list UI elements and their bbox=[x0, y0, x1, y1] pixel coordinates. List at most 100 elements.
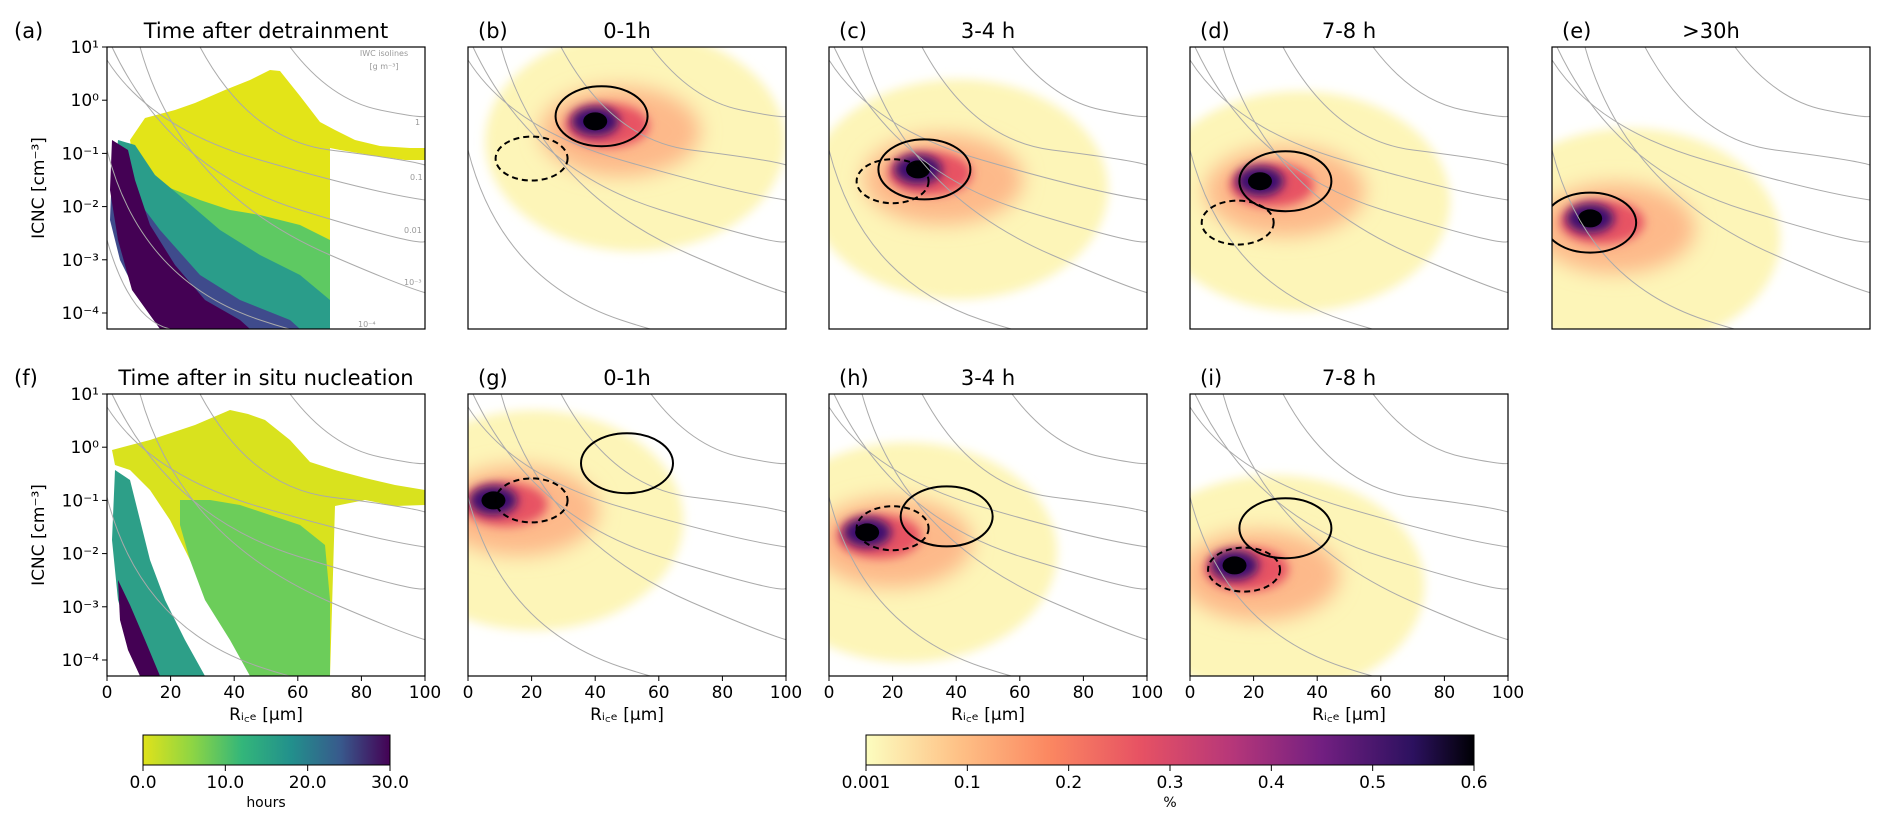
contour-solid bbox=[877, 138, 972, 201]
panel-title-h: 3-4 h bbox=[961, 366, 1015, 390]
panel-title-e: >30h bbox=[1682, 19, 1740, 43]
x-tick-label: 40 bbox=[945, 683, 967, 703]
x-tick-label: 100 bbox=[770, 683, 802, 703]
iwc-isoline bbox=[921, 47, 1147, 166]
iwc-isoline bbox=[1190, 496, 1508, 676]
iwc-isoline bbox=[1644, 47, 1870, 166]
iwc-isoline bbox=[650, 47, 786, 118]
y-tick-label: 10⁻¹ bbox=[62, 144, 99, 164]
percent-colorbar-ticks: 0.001 0.1 0.2 0.3 0.4 0.5 0.6 bbox=[842, 765, 1488, 793]
contour-solid bbox=[1238, 150, 1333, 213]
svg-text:[g m⁻³]: [g m⁻³] bbox=[369, 62, 398, 71]
panel-label-i: (i) bbox=[1200, 366, 1222, 390]
hours-colorbar-gradient bbox=[142, 734, 391, 766]
hours-tick-label: 20.0 bbox=[289, 773, 327, 793]
isoline-label-0.1: 0.1 bbox=[410, 173, 423, 182]
iwc-isoline bbox=[1282, 47, 1508, 166]
x-tick-label: 0 bbox=[1185, 683, 1196, 703]
iwc-isoline bbox=[1372, 47, 1508, 118]
x-tick-label: 20 bbox=[160, 683, 182, 703]
y-tick-label: 10⁻² bbox=[62, 198, 99, 218]
panel-title-i: 7-8 h bbox=[1322, 366, 1376, 390]
contour-dashed bbox=[1200, 199, 1275, 246]
iwc-isoline bbox=[861, 47, 1147, 294]
x-tick-label: 80 bbox=[1073, 683, 1095, 703]
x-tick-label: 80 bbox=[351, 683, 373, 703]
panel-label-a: (a) bbox=[14, 19, 43, 43]
iwc-isoline bbox=[1282, 394, 1508, 513]
iwc-isoline bbox=[1372, 394, 1508, 465]
x-tick-label: 100 bbox=[1131, 683, 1163, 703]
heatmap-h bbox=[829, 394, 1147, 676]
isoline-legend: IWC isolines [g m⁻³] 1 0.1 0.01 10⁻³ 10⁻… bbox=[358, 49, 423, 329]
iwc-isoline bbox=[1194, 394, 1508, 590]
percent-tick-label: 0.001 bbox=[842, 773, 891, 793]
isoline-label-1e-4: 10⁻⁴ bbox=[358, 320, 376, 329]
hours-colorbar-ticks: 0.0 10.0 20.0 30.0 bbox=[129, 765, 409, 793]
iwc-isoline bbox=[560, 394, 786, 513]
density-max bbox=[1247, 172, 1272, 191]
heatmap-e bbox=[1552, 47, 1870, 329]
y-tick-label: 10⁻³ bbox=[62, 251, 99, 271]
heatmap-a-purple-region bbox=[110, 140, 250, 329]
panel-g-frame bbox=[467, 393, 787, 677]
heatmap-f bbox=[112, 410, 425, 676]
iwc-isoline bbox=[829, 59, 1147, 201]
panel-h: (h) 3-4 h 0 20 40 60 80 100 Rᵢ꜀ₑ [μm] bbox=[824, 366, 1164, 725]
panel-i: (i) 7-8 h 0 20 40 60 80 100 Rᵢ꜀ₑ [μm] bbox=[1185, 366, 1525, 725]
density-max bbox=[1222, 556, 1247, 575]
iwc-isoline bbox=[829, 149, 1147, 329]
percent-colorbar: 0.001 0.1 0.2 0.3 0.4 0.5 0.6 % bbox=[842, 734, 1488, 811]
iwc-isoline bbox=[1011, 394, 1147, 465]
panel-e: (e) >30h bbox=[1551, 19, 1871, 330]
iwc-isoline bbox=[833, 394, 1147, 590]
panel-c-frame bbox=[828, 46, 1148, 330]
x-tick-label: 20 bbox=[882, 683, 904, 703]
iwc-isoline bbox=[472, 394, 786, 590]
panel-b-frame bbox=[467, 46, 787, 330]
contour-solid bbox=[1238, 497, 1333, 560]
contour-dashed bbox=[494, 135, 569, 182]
iwc-isoline bbox=[560, 47, 786, 166]
percent-tick-label: 0.6 bbox=[1460, 773, 1487, 793]
hours-tick-label: 0.0 bbox=[129, 773, 156, 793]
isoline-label-1: 1 bbox=[415, 118, 420, 127]
x-tick-label: 60 bbox=[1370, 683, 1392, 703]
hours-colorbar-label: hours bbox=[246, 795, 285, 811]
svg-text:IWC isolines: IWC isolines bbox=[360, 49, 408, 58]
x-axis-label-f: Rᵢ꜀ₑ [μm] bbox=[229, 705, 303, 725]
iwc-isoline bbox=[829, 496, 1147, 676]
panel-a-frame bbox=[106, 46, 426, 330]
x-tick-label: 80 bbox=[1434, 683, 1456, 703]
panel-b: (b) 0-1h bbox=[467, 19, 787, 330]
contour-solid bbox=[1552, 191, 1638, 254]
iwc-isoline bbox=[829, 406, 1147, 548]
y-tick-label: 10¹ bbox=[71, 38, 99, 58]
y-tick-label: 10⁻⁴ bbox=[62, 651, 100, 671]
y-tick-label: 10⁻¹ bbox=[62, 491, 99, 511]
y-axis-label-a: ICNC [cm⁻³] bbox=[29, 137, 49, 239]
iwc-isoline bbox=[1584, 47, 1870, 294]
heatmap-b bbox=[468, 47, 786, 329]
panel-label-g: (g) bbox=[478, 366, 508, 390]
contour-dashed bbox=[855, 158, 930, 205]
x-tick-label: 20 bbox=[521, 683, 543, 703]
heatmap-a bbox=[110, 70, 425, 329]
panel-label-d: (d) bbox=[1200, 19, 1230, 43]
percent-tick-label: 0.4 bbox=[1258, 773, 1285, 793]
panel-c: (c) 3-4 h bbox=[828, 19, 1148, 330]
y-ticks-a: 10¹ 10⁰ 10⁻¹ 10⁻² 10⁻³ 10⁻⁴ bbox=[62, 38, 107, 324]
percent-tick-label: 0.1 bbox=[954, 773, 981, 793]
panel-label-e: (e) bbox=[1562, 19, 1591, 43]
percent-tick-label: 0.2 bbox=[1055, 773, 1082, 793]
iwc-isoline bbox=[1552, 149, 1870, 329]
contour-solid bbox=[899, 485, 994, 548]
iwc-isolines-a bbox=[107, 47, 425, 329]
x-tick-label: 0 bbox=[102, 683, 113, 703]
iwc-isoline bbox=[472, 47, 786, 243]
contour-dashed bbox=[855, 505, 930, 552]
contour-solid bbox=[580, 432, 674, 495]
iwc-isolines-f bbox=[107, 394, 425, 676]
density-max bbox=[1578, 209, 1603, 228]
